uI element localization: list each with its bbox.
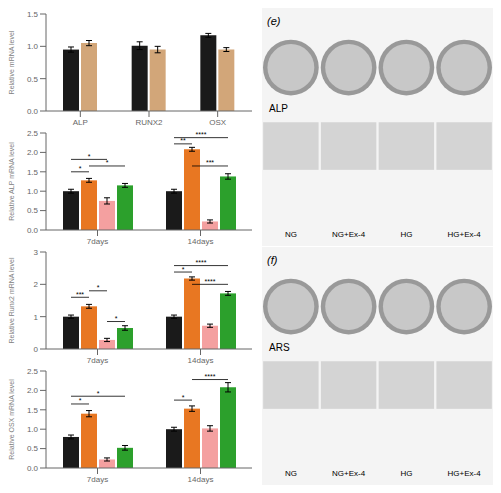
svg-text:0.5: 0.5 [27,75,39,84]
svg-text:7days: 7days [87,356,108,365]
svg-text:****: **** [205,373,216,380]
svg-text:OSX: OSX [209,118,227,127]
svg-text:(e): (e) [267,15,281,27]
svg-text:(f): (f) [267,254,278,266]
svg-text:7days: 7days [87,475,108,484]
svg-text:HG+Ex-4: HG+Ex-4 [448,230,482,239]
svg-text:14days: 14days [188,237,214,246]
svg-text:ALP: ALP [73,118,88,127]
svg-text:2: 2 [34,280,39,289]
svg-text:0: 0 [34,345,39,354]
svg-text:Relative OSX mRNA level: Relative OSX mRNA level [8,379,15,460]
svg-text:Relative mRNA level: Relative mRNA level [8,30,15,94]
svg-text:*: * [182,266,185,273]
svg-text:1.5: 1.5 [27,406,39,415]
svg-text:Relative ALP mRNA level: Relative ALP mRNA level [8,142,15,221]
svg-text:1.5: 1.5 [27,168,39,177]
svg-text:1: 1 [34,313,39,322]
svg-text:14days: 14days [188,356,214,365]
svg-text:*: * [97,284,100,291]
svg-text:0.5: 0.5 [27,444,39,453]
svg-text:****: **** [205,278,216,285]
svg-text:1.0: 1.0 [27,42,39,51]
svg-text:***: *** [76,291,84,298]
svg-text:****: **** [196,259,207,266]
svg-text:NG+Ex-4: NG+Ex-4 [332,469,366,478]
svg-text:HG: HG [400,230,412,239]
svg-text:**: ** [180,137,186,144]
svg-text:2.5: 2.5 [27,129,39,138]
svg-text:7days: 7days [87,237,108,246]
svg-text:Relative Runx2 mRNA level: Relative Runx2 mRNA level [8,257,15,343]
svg-text:ARS: ARS [269,342,290,353]
svg-text:3: 3 [34,248,39,257]
svg-text:NG+Ex-4: NG+Ex-4 [332,230,366,239]
svg-text:0.0: 0.0 [27,107,39,116]
svg-text:2.5: 2.5 [27,367,39,376]
svg-text:*: * [79,397,82,404]
svg-text:HG: HG [400,469,412,478]
svg-text:2.0: 2.0 [27,148,39,157]
svg-text:*: * [182,394,185,401]
svg-text:***: *** [206,159,214,166]
svg-text:*: * [106,159,109,166]
svg-text:*: * [79,165,82,172]
svg-text:2.0: 2.0 [27,386,39,395]
svg-text:*: * [97,390,100,397]
svg-text:*: * [88,153,91,160]
svg-text:NG: NG [285,230,297,239]
svg-text:1.0: 1.0 [27,187,39,196]
svg-text:0.0: 0.0 [27,226,39,235]
svg-text:*: * [115,315,118,322]
svg-text:14days: 14days [188,475,214,484]
svg-text:ALP: ALP [269,103,288,114]
svg-text:NG: NG [285,469,297,478]
svg-text:1.0: 1.0 [27,425,39,434]
svg-text:****: **** [196,131,207,138]
svg-text:HG+Ex-4: HG+Ex-4 [448,469,482,478]
svg-text:0.5: 0.5 [27,206,39,215]
svg-text:0.0: 0.0 [27,464,39,473]
svg-text:RUNX2: RUNX2 [135,118,163,127]
svg-text:1.5: 1.5 [27,10,39,19]
